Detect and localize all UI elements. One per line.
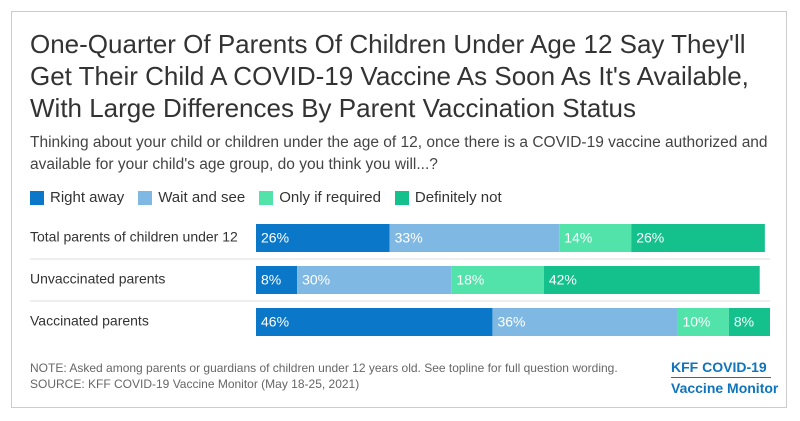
bar-segment xyxy=(631,224,765,252)
bar-segment xyxy=(451,266,544,294)
bar-segment xyxy=(256,266,298,294)
data-label: 33% xyxy=(395,230,423,246)
frame xyxy=(11,11,787,408)
bar-segment xyxy=(728,308,770,336)
source: SOURCE: KFF COVID-19 Vaccine Monitor (Ma… xyxy=(30,377,360,391)
bar-segment xyxy=(543,266,760,294)
branding-line: Vaccine Monitor xyxy=(671,380,779,396)
bar-segment xyxy=(256,308,493,336)
legend-item: Wait and see xyxy=(138,189,245,206)
data-label: 46% xyxy=(261,314,289,330)
legend-swatch xyxy=(138,190,153,205)
chart-subtitle: Thinking about your child or children un… xyxy=(30,134,768,173)
branding-line: KFF COVID-19 xyxy=(671,357,771,378)
data-label: 42% xyxy=(549,272,577,288)
category-label: Total parents of children under 12 xyxy=(30,229,238,245)
data-label: 10% xyxy=(682,314,710,330)
data-label: 8% xyxy=(261,272,281,288)
data-label: 36% xyxy=(497,314,525,330)
data-label: 8% xyxy=(734,314,754,330)
category-label: Vaccinated parents xyxy=(30,313,149,329)
data-label: 18% xyxy=(456,272,484,288)
legend-item: Right away xyxy=(30,189,124,206)
bar-segment xyxy=(677,308,729,336)
chart-title: One-Quarter Of Parents Of Children Under… xyxy=(30,29,749,123)
branding: KFF COVID-19 Vaccine Monitor xyxy=(671,357,778,398)
category-label: Unvaccinated parents xyxy=(30,271,165,287)
legend-swatch xyxy=(394,190,409,205)
legend-label: Right away xyxy=(50,189,125,206)
note: NOTE: Asked among parents or guardians o… xyxy=(30,361,618,375)
legend-item: Definitely not xyxy=(394,189,502,206)
legend-label: Definitely not xyxy=(414,189,502,206)
legend-swatch xyxy=(259,190,274,205)
legend-label: Wait and see xyxy=(158,189,246,206)
bar-segment xyxy=(297,266,452,294)
bar-segment xyxy=(256,224,390,252)
legend: Right away Wait and see Only if required De… xyxy=(30,189,502,206)
data-label: 14% xyxy=(564,230,592,246)
bar-segment xyxy=(389,224,560,252)
legend-item: Only if required xyxy=(259,189,381,206)
legend-label: Only if required xyxy=(279,189,381,206)
data-label: 26% xyxy=(261,230,289,246)
legend-swatch xyxy=(30,190,44,205)
data-label: 30% xyxy=(302,272,330,288)
bar-segment xyxy=(559,224,632,252)
bar-segment xyxy=(492,308,678,336)
data-label: 26% xyxy=(636,230,664,246)
